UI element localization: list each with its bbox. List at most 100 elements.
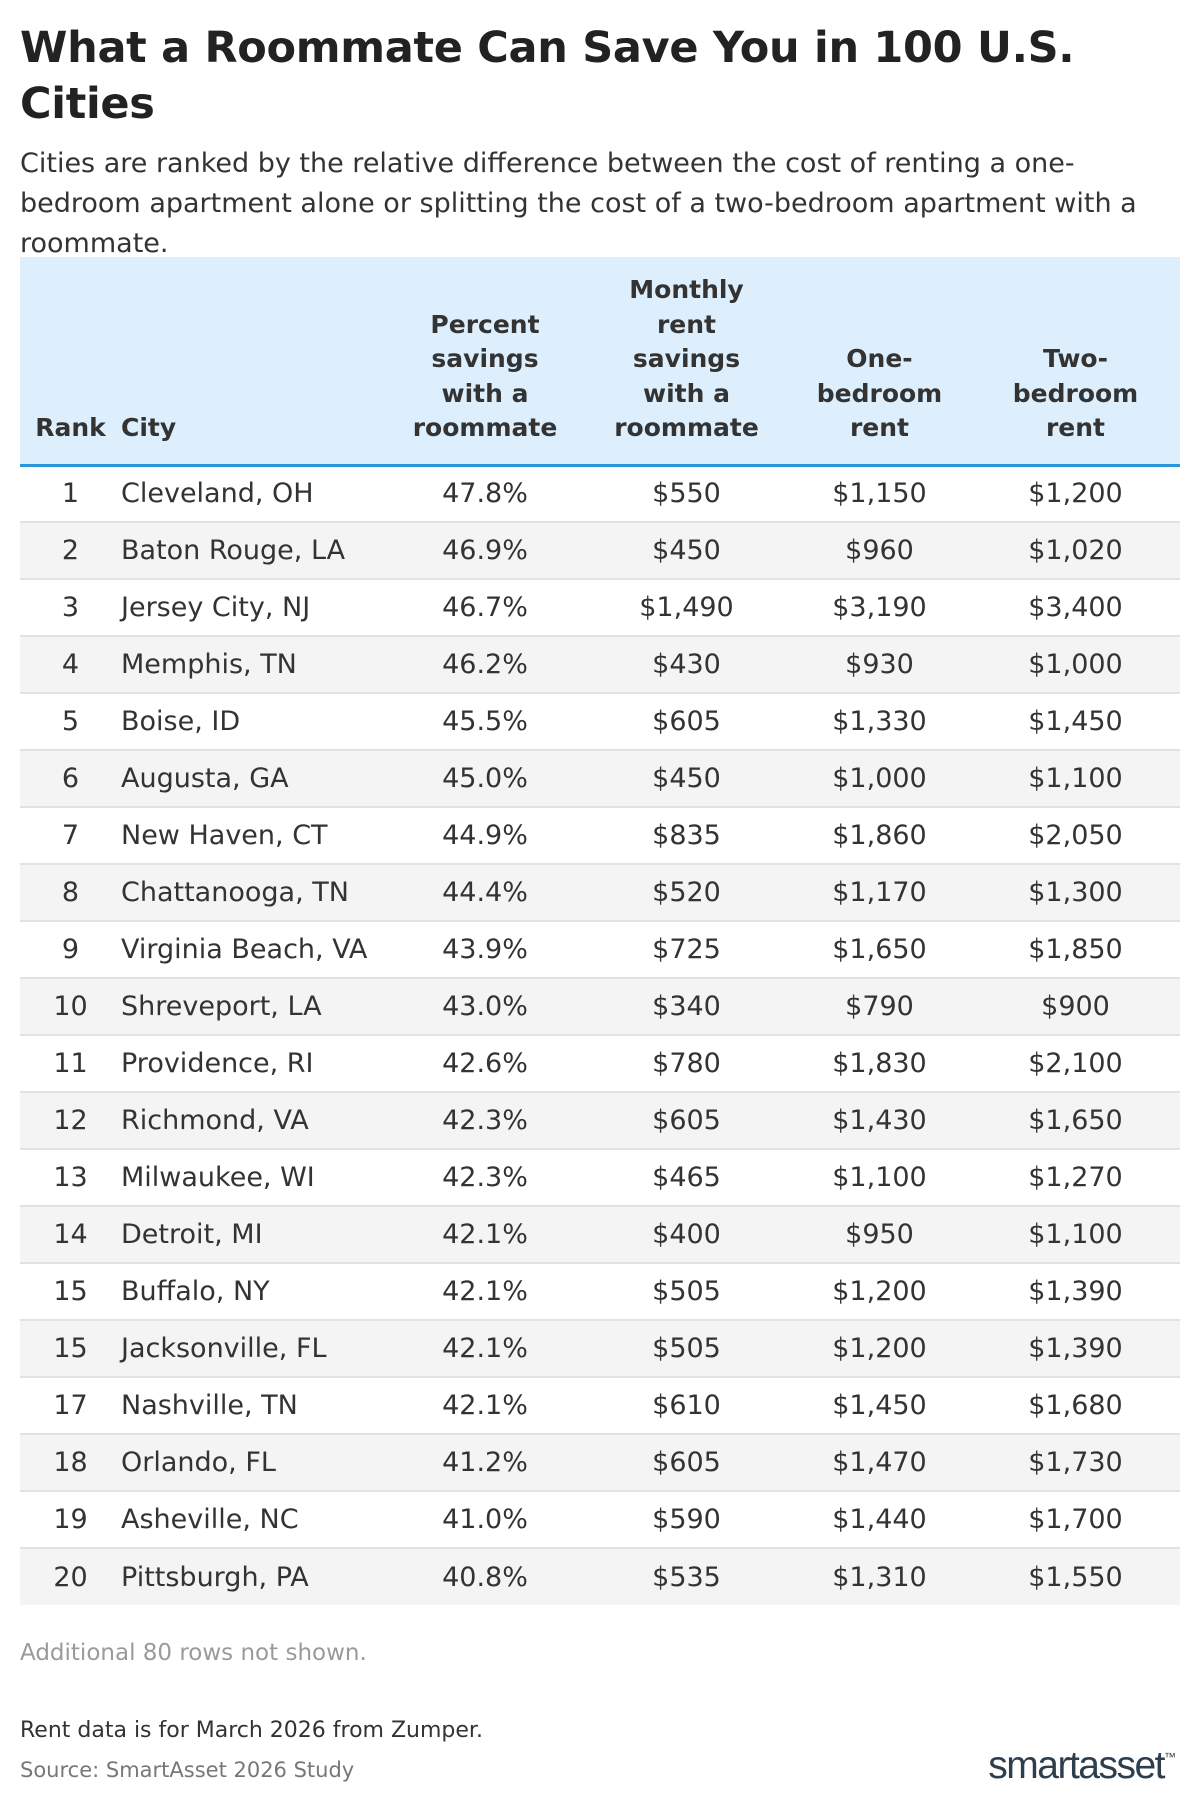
cell-rank: 20 [20, 1548, 121, 1605]
table-row: 14 Detroit, MI 42.1% $400 $950 $1,100 [20, 1206, 1180, 1264]
cell-one-bedroom-rent: $930 [788, 636, 971, 694]
cell-rank: 17 [20, 1377, 121, 1435]
cell-monthly-savings: $590 [585, 1491, 788, 1549]
table-row: 11 Providence, RI 42.6% $780 $1,830 $2,100 [20, 1035, 1180, 1093]
cell-rank: 15 [20, 1263, 121, 1321]
cell-two-bedroom-rent: $3,400 [971, 579, 1180, 637]
cell-city: Richmond, VA [121, 1092, 385, 1150]
cell-two-bedroom-rent: $1,850 [971, 921, 1180, 979]
cell-monthly-savings: $780 [585, 1035, 788, 1093]
cell-rank: 14 [20, 1206, 121, 1264]
table-row: 4 Memphis, TN 46.2% $430 $930 $1,000 [20, 636, 1180, 694]
cell-monthly-savings: $450 [585, 522, 788, 580]
cell-city: Jacksonville, FL [121, 1320, 385, 1378]
cell-two-bedroom-rent: $1,550 [971, 1548, 1180, 1605]
cell-city: Chattanooga, TN [121, 864, 385, 922]
cell-percent-savings: 41.0% [385, 1491, 585, 1549]
table-row: 18 Orlando, FL 41.2% $605 $1,470 $1,730 [20, 1434, 1180, 1492]
cell-percent-savings: 46.2% [385, 636, 585, 694]
cell-two-bedroom-rent: $2,050 [971, 807, 1180, 865]
column-header-monthly-savings[interactable]: Monthly rent savings with a roommate [585, 257, 788, 467]
cell-rank: 13 [20, 1149, 121, 1207]
cell-monthly-savings: $605 [585, 1434, 788, 1492]
cell-percent-savings: 46.9% [385, 522, 585, 580]
cell-city: Shreveport, LA [121, 978, 385, 1036]
cell-one-bedroom-rent: $960 [788, 522, 971, 580]
cell-percent-savings: 40.8% [385, 1548, 585, 1605]
page-subtitle: Cities are ranked by the relative differ… [20, 148, 1137, 259]
cell-rank: 11 [20, 1035, 121, 1093]
cell-monthly-savings: $450 [585, 750, 788, 808]
cell-one-bedroom-rent: $1,430 [788, 1092, 971, 1150]
cell-two-bedroom-rent: $1,730 [971, 1434, 1180, 1492]
cell-rank: 3 [20, 579, 121, 637]
cell-monthly-savings: $535 [585, 1548, 788, 1605]
cell-percent-savings: 42.6% [385, 1035, 585, 1093]
cell-one-bedroom-rent: $1,310 [788, 1548, 971, 1605]
cell-monthly-savings: $725 [585, 921, 788, 979]
cell-one-bedroom-rent: $3,190 [788, 579, 971, 637]
cell-rank: 7 [20, 807, 121, 865]
cell-percent-savings: 45.0% [385, 750, 585, 808]
cell-rank: 15 [20, 1320, 121, 1378]
column-header-rank[interactable]: Rank [20, 257, 121, 467]
cell-two-bedroom-rent: $2,100 [971, 1035, 1180, 1093]
table-row: 13 Milwaukee, WI 42.3% $465 $1,100 $1,270 [20, 1149, 1180, 1207]
cell-two-bedroom-rent: $1,100 [971, 750, 1180, 808]
cell-percent-savings: 44.9% [385, 807, 585, 865]
cell-percent-savings: 41.2% [385, 1434, 585, 1492]
cell-monthly-savings: $610 [585, 1377, 788, 1435]
cell-two-bedroom-rent: $1,270 [971, 1149, 1180, 1207]
cell-percent-savings: 42.1% [385, 1206, 585, 1264]
cell-monthly-savings: $505 [585, 1320, 788, 1378]
table-row: 5 Boise, ID 45.5% $605 $1,330 $1,450 [20, 693, 1180, 751]
column-header-one-bedroom-rent[interactable]: One-bedroom rent [788, 257, 971, 467]
cell-monthly-savings: $1,490 [585, 579, 788, 637]
column-header-two-bedroom-rent[interactable]: Two-bedroom rent [971, 257, 1180, 467]
cell-one-bedroom-rent: $1,830 [788, 1035, 971, 1093]
cell-monthly-savings: $835 [585, 807, 788, 865]
cell-monthly-savings: $550 [585, 465, 788, 523]
table-header: Rank City Percent savings with a roommate M… [20, 257, 1180, 467]
cell-monthly-savings: $430 [585, 636, 788, 694]
cell-one-bedroom-rent: $1,860 [788, 807, 971, 865]
table-body: 1 Cleveland, OH 47.8% $550 $1,150 $1,200 2 Bato… [20, 465, 1180, 1605]
smartasset-logo[interactable]: smartasset™ [988, 1744, 1176, 1788]
table-row: 3 Jersey City, NJ 46.7% $1,490 $3,190 $3,400 [20, 579, 1180, 637]
cell-percent-savings: 42.1% [385, 1320, 585, 1378]
cell-one-bedroom-rent: $1,470 [788, 1434, 971, 1492]
column-header-city[interactable]: City [121, 257, 385, 467]
trademark-mark: ™ [1164, 1750, 1176, 1764]
cell-one-bedroom-rent: $790 [788, 978, 971, 1036]
cell-city: Nashville, TN [121, 1377, 385, 1435]
logo-text: smartasset [988, 1744, 1165, 1787]
cell-city: Cleveland, OH [121, 465, 385, 523]
table-row: 17 Nashville, TN 42.1% $610 $1,450 $1,680 [20, 1377, 1180, 1435]
cell-city: Asheville, NC [121, 1491, 385, 1549]
header-block: What a Roommate Can Save You in 100 U.S.… [20, 20, 1180, 264]
cell-percent-savings: 42.3% [385, 1092, 585, 1150]
cell-one-bedroom-rent: $1,440 [788, 1491, 971, 1549]
cell-monthly-savings: $605 [585, 1092, 788, 1150]
table-row: 15 Jacksonville, FL 42.1% $505 $1,200 $1,390 [20, 1320, 1180, 1378]
cell-monthly-savings: $340 [585, 978, 788, 1036]
cell-rank: 4 [20, 636, 121, 694]
cell-one-bedroom-rent: $1,450 [788, 1377, 971, 1435]
cell-city: Milwaukee, WI [121, 1149, 385, 1207]
cell-percent-savings: 42.1% [385, 1377, 585, 1435]
cell-rank: 19 [20, 1491, 121, 1549]
column-header-percent-savings[interactable]: Percent savings with a roommate [385, 257, 585, 467]
cell-rank: 10 [20, 978, 121, 1036]
cell-one-bedroom-rent: $1,170 [788, 864, 971, 922]
cell-one-bedroom-rent: $1,200 [788, 1263, 971, 1321]
cell-monthly-savings: $520 [585, 864, 788, 922]
cell-city: Augusta, GA [121, 750, 385, 808]
cell-two-bedroom-rent: $1,300 [971, 864, 1180, 922]
cell-rank: 9 [20, 921, 121, 979]
table-row: 6 Augusta, GA 45.0% $450 $1,000 $1,100 [20, 750, 1180, 808]
data-footnote: Rent data is for March 2026 from Zumper. [20, 1718, 483, 1743]
cell-percent-savings: 43.0% [385, 978, 585, 1036]
rows-not-shown-note: Additional 80 rows not shown. [20, 1640, 367, 1666]
source-note: Source: SmartAsset 2026 Study [20, 1758, 355, 1782]
cell-one-bedroom-rent: $1,150 [788, 465, 971, 523]
